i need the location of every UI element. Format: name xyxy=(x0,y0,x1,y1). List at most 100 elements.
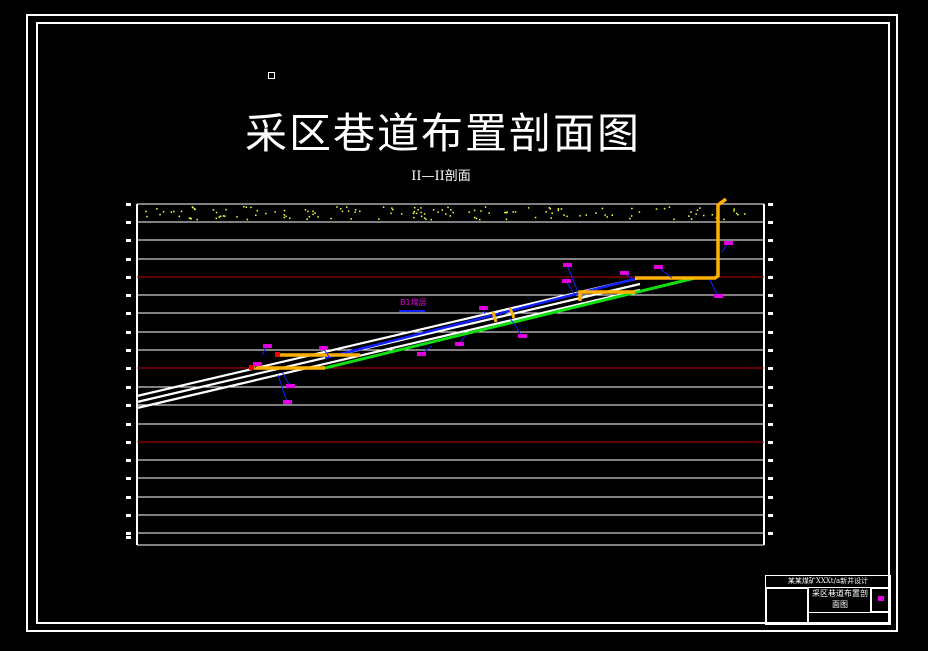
surface-dot xyxy=(180,210,183,213)
left-tick xyxy=(126,532,131,535)
surface-dot xyxy=(690,218,693,220)
surface-dot xyxy=(579,215,581,217)
left-tick xyxy=(126,423,131,426)
leader-line xyxy=(565,280,576,296)
surface-dot xyxy=(474,216,476,219)
surface-dot xyxy=(512,211,515,213)
surface-dot xyxy=(557,209,560,212)
surface-dot xyxy=(468,211,470,213)
surface-dot xyxy=(504,211,506,214)
right-tick xyxy=(768,496,773,499)
surface-dot xyxy=(445,213,447,215)
right-tick xyxy=(768,276,773,279)
surface-dot xyxy=(534,216,537,219)
annotation-tag xyxy=(479,306,488,310)
surface-dot xyxy=(441,209,444,211)
surface-dot xyxy=(473,209,476,212)
title-block-cells-right xyxy=(870,588,891,612)
surface-dot xyxy=(735,212,738,215)
surface-dot xyxy=(159,213,161,216)
surface-dot xyxy=(733,210,735,212)
surface-dot xyxy=(306,218,308,220)
title-block-footer xyxy=(808,612,891,625)
surface-dot xyxy=(222,215,225,217)
left-tick xyxy=(126,203,131,206)
surface-dot xyxy=(673,218,675,221)
roadway-line xyxy=(136,288,641,410)
leader-line xyxy=(709,279,719,297)
title-block-accent xyxy=(878,596,884,601)
right-tick xyxy=(768,367,773,370)
leader-line xyxy=(566,264,579,293)
surface-dot xyxy=(711,214,714,216)
left-tick xyxy=(126,477,131,480)
surface-dot xyxy=(415,212,418,215)
surface-dot xyxy=(484,206,487,208)
inner-frame xyxy=(36,22,890,624)
inclined-connector xyxy=(491,311,498,323)
surface-dot xyxy=(265,212,267,215)
surface-dot xyxy=(378,218,380,220)
surface-dot xyxy=(215,211,218,214)
right-tick xyxy=(768,294,773,297)
left-tick xyxy=(126,221,131,224)
surface-dot xyxy=(245,206,248,208)
surface-dot xyxy=(696,209,699,211)
surface-dot xyxy=(549,208,551,210)
surface-dot xyxy=(412,212,415,214)
left-tick xyxy=(126,276,131,279)
surface-dot xyxy=(347,210,350,212)
surface-dot xyxy=(420,215,423,218)
surface-dot xyxy=(611,214,614,216)
outer-frame xyxy=(26,14,898,632)
surface-dot xyxy=(631,207,633,210)
surface-dot xyxy=(437,211,439,213)
left-tick xyxy=(126,294,131,297)
surface-dot xyxy=(413,216,415,219)
surface-dot xyxy=(480,210,482,212)
surface-dot xyxy=(212,209,215,211)
annotation-tag xyxy=(518,334,527,338)
surface-dot xyxy=(196,218,198,221)
left-tick xyxy=(126,239,131,242)
title-block-cells-left xyxy=(766,588,808,625)
leader-line xyxy=(281,371,291,387)
annotation-tag xyxy=(654,265,663,269)
surface-dot xyxy=(350,218,352,220)
right-tick xyxy=(768,386,773,389)
surface-dot xyxy=(345,206,348,208)
surface-dot xyxy=(178,215,181,218)
surface-dot xyxy=(236,216,238,218)
crosscut-mid xyxy=(578,290,635,301)
right-tick xyxy=(768,203,773,206)
surface-dot xyxy=(449,215,452,217)
surface-dot xyxy=(194,208,196,211)
surface-dot xyxy=(218,216,221,218)
surface-dot xyxy=(695,213,697,215)
surface-dot xyxy=(162,211,165,213)
right-tick xyxy=(768,514,773,517)
surface-dot xyxy=(601,207,604,210)
surface-dot xyxy=(354,209,357,211)
surface-dot xyxy=(737,213,739,216)
surface-dot xyxy=(595,212,597,214)
title-block-project: 某某煤矿XXXt/a新井设计 xyxy=(766,576,890,588)
surface-dot xyxy=(188,217,191,219)
surface-dot xyxy=(246,218,249,221)
surface-dot xyxy=(145,210,147,213)
right-tick xyxy=(768,258,773,261)
right-tick xyxy=(768,532,773,535)
surface-dot xyxy=(629,217,631,220)
surface-dot xyxy=(478,218,481,221)
section-subtitle: II—II剖面 xyxy=(411,169,471,184)
surface-dot xyxy=(274,211,276,213)
right-tick xyxy=(768,312,773,315)
right-tick xyxy=(768,404,773,407)
left-tick xyxy=(126,514,131,517)
surface-dot xyxy=(219,215,222,217)
leader-line xyxy=(509,317,523,337)
surface-dot xyxy=(566,215,568,218)
surface-dot xyxy=(359,210,361,213)
surface-dot xyxy=(170,211,173,213)
